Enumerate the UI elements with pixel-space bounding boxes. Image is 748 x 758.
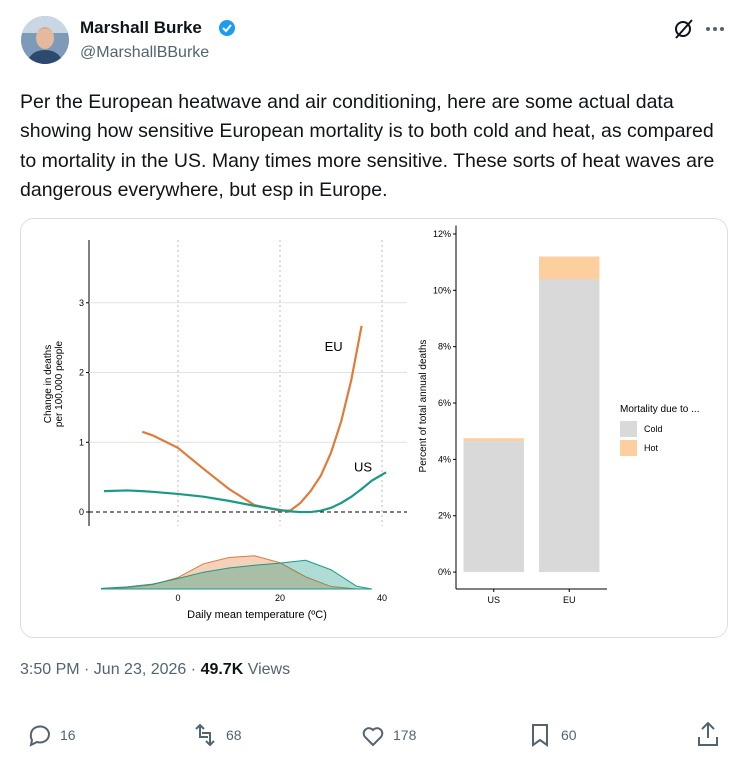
legend-swatch <box>620 440 637 456</box>
timestamp: 3:50 PM · Jun 23, 2026 · <box>20 661 197 678</box>
x-tick-label: 0 <box>175 593 180 603</box>
y-axis-label: Percent of total annual deaths <box>418 340 429 473</box>
legend-label: Cold <box>644 424 663 434</box>
repost-icon[interactable] <box>195 723 215 747</box>
legend-swatch <box>620 421 637 437</box>
like-count: 178 <box>393 727 417 743</box>
y-tick-label: 3 <box>79 298 84 308</box>
more-icon[interactable] <box>706 27 724 31</box>
y-tick-label: 0% <box>438 567 451 577</box>
avatar[interactable] <box>20 15 70 65</box>
y-axis-label: per 100,000 people <box>54 340 65 427</box>
y-tick-label: 2 <box>79 368 84 378</box>
image-card[interactable]: 0 20 40 0 1 2 3 EU US Daily mean temperature (ºC)… <box>20 218 728 638</box>
y-tick-label: 12% <box>433 229 451 239</box>
legend-label: Hot <box>644 443 659 453</box>
x-axis-label: Daily mean temperature (ºC) <box>187 609 327 621</box>
bar-segment <box>539 279 600 573</box>
like-icon[interactable] <box>362 727 384 747</box>
series-label: US <box>354 459 372 474</box>
reply-count: 16 <box>60 727 76 743</box>
reply-icon[interactable] <box>29 725 50 747</box>
views-label: Views <box>247 661 291 678</box>
x-tick-label: 40 <box>377 593 387 603</box>
density-area <box>101 559 372 590</box>
x-tick-label: 20 <box>275 593 285 603</box>
bar-segment <box>463 441 524 573</box>
charts: 0 20 40 0 1 2 3 EU US Daily mean temperature (ºC)… <box>43 225 699 621</box>
y-tick-label: 1 <box>79 437 84 447</box>
author-handle[interactable]: @MarshallBBurke <box>80 44 210 61</box>
bookmark-count: 60 <box>561 727 577 743</box>
y-tick-label: 2% <box>438 511 451 521</box>
tweet-meta: 3:50 PM · Jun 23, 2026 · 49.7K Views <box>20 661 290 679</box>
bar-segment <box>539 256 600 280</box>
repost-count: 68 <box>226 727 242 743</box>
views-count: 49.7K <box>200 661 244 678</box>
verified-badge <box>219 20 235 36</box>
y-tick-label: 0 <box>79 507 84 517</box>
x-tick-label: US <box>487 595 500 605</box>
y-axis-label: Change in deaths <box>43 345 54 423</box>
y-tick-label: 4% <box>438 454 451 464</box>
y-tick-label: 6% <box>438 398 451 408</box>
legend-title: Mortality due to ... <box>620 404 699 415</box>
series-line <box>104 471 387 514</box>
bar-segment <box>463 438 524 442</box>
tweet-text: Per the European heatwave and air condit… <box>20 91 715 202</box>
bookmark-icon[interactable] <box>532 724 548 747</box>
x-tick-label: EU <box>563 595 576 605</box>
share-icon[interactable] <box>698 721 718 746</box>
series-label: EU <box>325 339 343 354</box>
y-tick-label: 8% <box>438 342 451 352</box>
author-name[interactable]: Marshall Burke <box>80 18 202 37</box>
y-tick-label: 10% <box>433 285 451 295</box>
grok-icon[interactable] <box>675 19 693 39</box>
